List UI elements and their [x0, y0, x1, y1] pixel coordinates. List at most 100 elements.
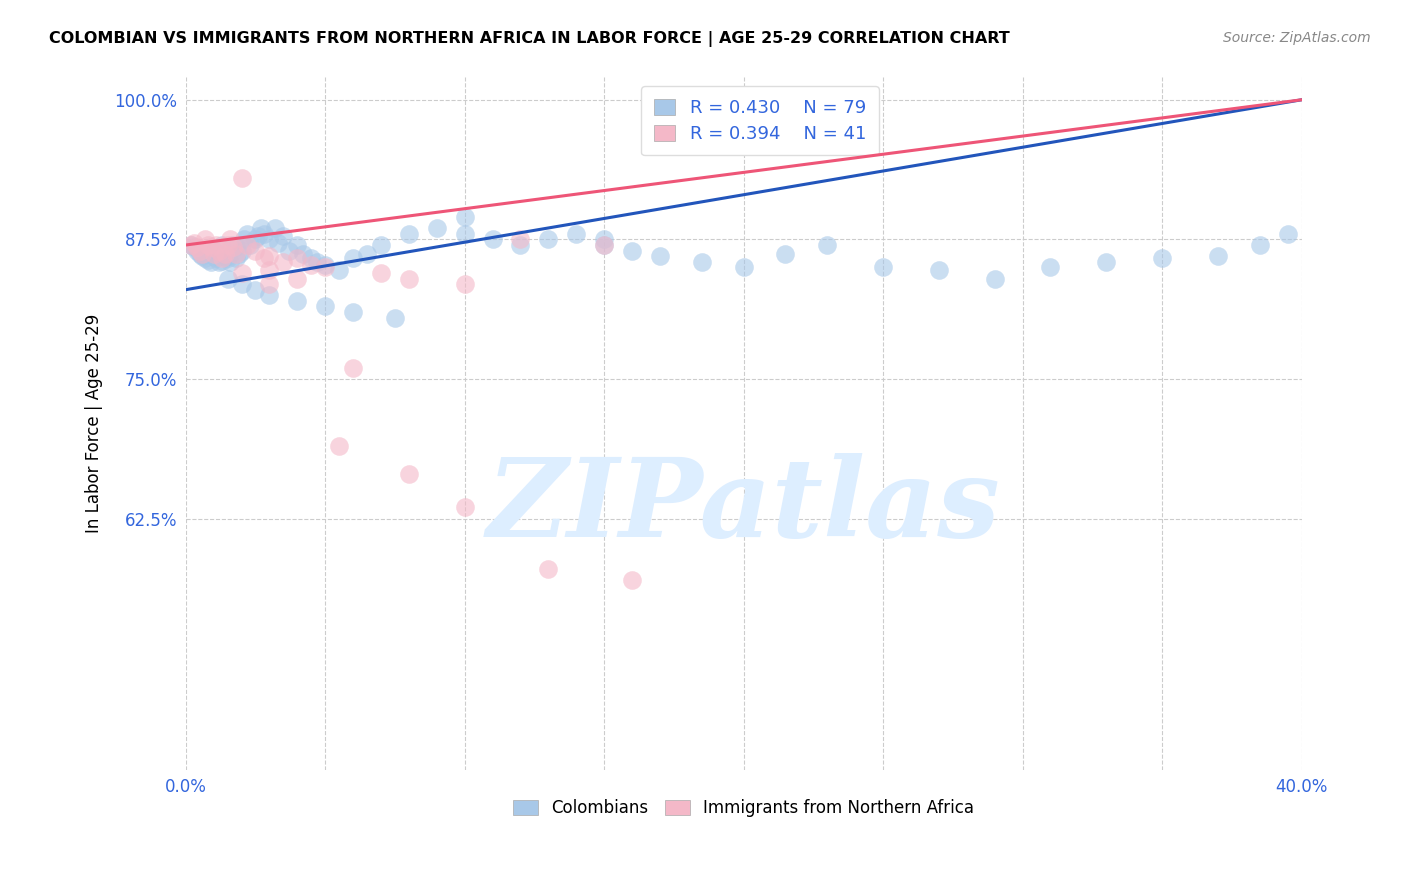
Point [217, 238, 239, 252]
Point [398, 467, 420, 481]
Point [426, 221, 449, 235]
Point [186, 244, 208, 258]
Point [233, 232, 256, 246]
Point [398, 271, 420, 285]
Point [197, 247, 219, 261]
Point [342, 360, 364, 375]
Point [236, 238, 259, 252]
Point [872, 260, 894, 275]
Point [454, 277, 477, 291]
Point [231, 266, 253, 280]
Point [222, 238, 245, 252]
Point [253, 227, 276, 241]
Point [186, 240, 208, 254]
Point [191, 249, 214, 263]
Point [454, 227, 477, 241]
Point [356, 247, 378, 261]
Point [285, 238, 308, 252]
Point [194, 252, 217, 266]
Point [214, 247, 236, 261]
Point [370, 238, 392, 252]
Point [217, 252, 239, 266]
Point [565, 227, 588, 241]
Point [454, 210, 477, 224]
Point [205, 252, 228, 266]
Point [225, 252, 247, 266]
Point [239, 238, 262, 252]
Point [384, 310, 406, 325]
Point [328, 262, 350, 277]
Point [183, 235, 205, 250]
Point [259, 288, 281, 302]
Point [733, 260, 755, 275]
Point [231, 244, 253, 258]
Point [180, 238, 202, 252]
Point [928, 262, 950, 277]
Point [200, 240, 222, 254]
Point [621, 244, 644, 258]
Point [285, 252, 308, 266]
Point [342, 252, 364, 266]
Point [222, 240, 245, 254]
Point [1277, 227, 1299, 241]
Point [236, 227, 259, 241]
Point [217, 249, 239, 263]
Point [328, 439, 350, 453]
Point [285, 271, 308, 285]
Point [247, 229, 270, 244]
Point [205, 238, 228, 252]
Point [648, 249, 671, 263]
Y-axis label: In Labor Force | Age 25-29: In Labor Force | Age 25-29 [86, 314, 103, 533]
Point [1095, 254, 1118, 268]
Point [1206, 249, 1229, 263]
Point [593, 238, 616, 252]
Point [537, 562, 560, 576]
Point [194, 232, 217, 246]
Point [219, 232, 242, 246]
Point [231, 171, 253, 186]
Point [225, 247, 247, 261]
Point [202, 247, 225, 261]
Point [593, 238, 616, 252]
Point [197, 238, 219, 252]
Point [1039, 260, 1062, 275]
Point [815, 238, 838, 252]
Point [481, 232, 503, 246]
Point [509, 232, 531, 246]
Point [228, 247, 250, 261]
Point [208, 244, 231, 258]
Point [191, 247, 214, 261]
Point [775, 247, 797, 261]
Point [370, 266, 392, 280]
Point [211, 238, 233, 252]
Point [983, 271, 1005, 285]
Point [180, 238, 202, 252]
Point [278, 244, 301, 258]
Point [259, 249, 281, 263]
Point [208, 254, 231, 268]
Point [342, 305, 364, 319]
Point [690, 254, 713, 268]
Point [273, 229, 295, 244]
Point [217, 271, 239, 285]
Point [267, 235, 290, 250]
Legend: Colombians, Immigrants from Northern Africa: Colombians, Immigrants from Northern Afr… [506, 793, 981, 824]
Point [314, 260, 336, 275]
Point [202, 244, 225, 258]
Point [231, 277, 253, 291]
Point [188, 247, 211, 261]
Point [537, 232, 560, 246]
Point [202, 249, 225, 263]
Point [253, 252, 276, 266]
Text: Source: ZipAtlas.com: Source: ZipAtlas.com [1223, 31, 1371, 45]
Point [273, 254, 295, 268]
Point [285, 293, 308, 308]
Point [314, 300, 336, 314]
Point [259, 277, 281, 291]
Point [509, 238, 531, 252]
Point [305, 254, 328, 268]
Point [197, 252, 219, 267]
Point [183, 240, 205, 254]
Point [250, 221, 273, 235]
Point [219, 254, 242, 268]
